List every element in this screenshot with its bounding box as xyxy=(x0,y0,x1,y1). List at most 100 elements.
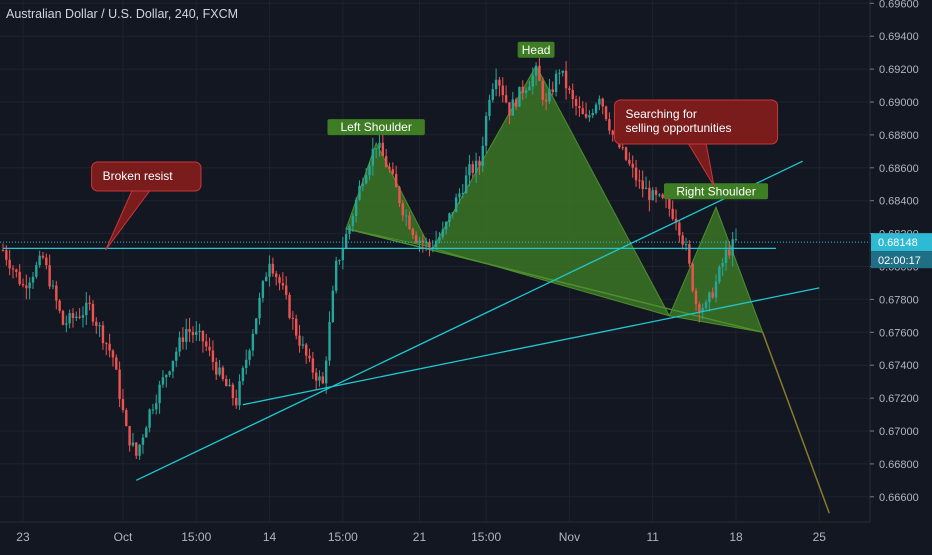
candle-body xyxy=(231,384,235,399)
candle-body xyxy=(314,372,318,381)
candle-body xyxy=(191,331,195,335)
candles xyxy=(1,57,738,460)
candle-body xyxy=(668,198,671,209)
candle-body xyxy=(604,106,608,120)
candle-body xyxy=(718,266,721,282)
candle-body xyxy=(648,187,651,201)
candle-body xyxy=(51,285,55,287)
candle-body xyxy=(524,90,528,93)
pattern-label-text: Left Shoulder xyxy=(340,120,411,134)
candle-body xyxy=(68,313,71,324)
candle-body xyxy=(81,315,85,318)
price-tick-label: 0.66800 xyxy=(879,459,919,471)
candle-body xyxy=(121,399,125,411)
candle-body xyxy=(28,282,31,289)
candle-body xyxy=(354,199,358,216)
candle-body xyxy=(474,160,478,173)
pattern-label-box xyxy=(327,119,425,136)
candle-body xyxy=(308,355,311,359)
candle-body xyxy=(198,330,201,332)
candle-body xyxy=(208,346,211,351)
candle-body xyxy=(275,273,278,278)
candle-body xyxy=(478,160,481,166)
price-axis[interactable]: 0.69600 0.69400 0.69200 0.69000 0.68800 0.686… xyxy=(869,0,932,550)
price-tick-label: 0.68600 xyxy=(879,163,919,175)
candle-body xyxy=(698,304,701,312)
candle-body xyxy=(1,250,5,252)
candle-body xyxy=(728,249,731,256)
candle-body xyxy=(301,344,305,346)
candle-body xyxy=(58,300,61,311)
price-tick-label: 0.69600 xyxy=(879,0,919,10)
candle-body xyxy=(591,112,594,116)
candle-body xyxy=(255,318,258,334)
candle-body xyxy=(228,384,231,387)
candle-body xyxy=(621,147,624,149)
candle-body xyxy=(135,442,138,456)
candle-body xyxy=(584,114,588,118)
candle-body xyxy=(241,367,245,382)
candle-body xyxy=(588,115,591,118)
candle-body xyxy=(131,442,135,446)
candle-body xyxy=(454,197,458,213)
candle-body xyxy=(711,292,714,298)
candle-body xyxy=(235,398,238,406)
candle-body xyxy=(45,257,48,266)
candle-body xyxy=(374,148,378,150)
trendline[interactable] xyxy=(242,287,820,406)
candle-body xyxy=(511,99,514,116)
candle-body xyxy=(378,142,381,149)
candle-body xyxy=(401,203,405,216)
candle-body xyxy=(384,156,388,167)
candle-body xyxy=(205,341,208,347)
candle-body xyxy=(181,337,185,342)
candle-body xyxy=(141,437,145,445)
candle-body xyxy=(261,281,265,298)
candle-body xyxy=(631,163,634,168)
candle-body xyxy=(624,147,628,160)
price-tick-label: 0.69000 xyxy=(879,97,919,109)
candle-body xyxy=(11,268,15,270)
candle-body xyxy=(95,321,98,326)
candle-body xyxy=(185,329,188,342)
trendline[interactable] xyxy=(135,160,803,481)
candle-body xyxy=(398,187,401,204)
candle-body xyxy=(85,302,88,316)
candle-body xyxy=(714,281,718,298)
candle-body xyxy=(658,194,661,196)
time-axis-background xyxy=(0,522,870,550)
time-tick-label: 14 xyxy=(263,530,277,544)
candle-body xyxy=(364,175,368,184)
candle-body xyxy=(8,259,11,269)
candle-body xyxy=(161,377,165,385)
candle-body xyxy=(48,265,51,287)
candle-body xyxy=(238,381,241,406)
candle-body xyxy=(101,325,105,344)
candle-body xyxy=(548,89,551,102)
time-tick-label: 11 xyxy=(646,530,659,544)
time-tick-label: Oct xyxy=(114,530,133,544)
axis-corner xyxy=(870,522,932,550)
candle-body xyxy=(654,190,658,195)
pattern-label-text: Head xyxy=(522,43,551,57)
candle-body xyxy=(268,263,271,277)
candle-body xyxy=(295,318,298,336)
time-axis[interactable]: 23 Oct 15:00 14 15:00 21 15:00 Nov 11 18 25 xyxy=(0,521,932,550)
candle-body xyxy=(481,145,484,166)
candle-body xyxy=(71,313,75,318)
candle-body xyxy=(688,244,691,264)
chart-title: Australian Dollar / U.S. Dollar, 240, FX… xyxy=(6,7,239,21)
candle-body xyxy=(641,180,644,190)
candle-body xyxy=(388,166,391,170)
candle-body xyxy=(251,333,255,351)
callout-label: Broken resist xyxy=(91,161,202,251)
candle-body xyxy=(321,376,325,384)
candle-body xyxy=(544,99,548,102)
countdown-label: 02:00:17 xyxy=(878,255,921,267)
candle-body xyxy=(21,284,25,286)
callout-text: selling opportunities xyxy=(625,121,731,135)
candle-body xyxy=(348,225,351,234)
candle-body xyxy=(394,173,398,188)
